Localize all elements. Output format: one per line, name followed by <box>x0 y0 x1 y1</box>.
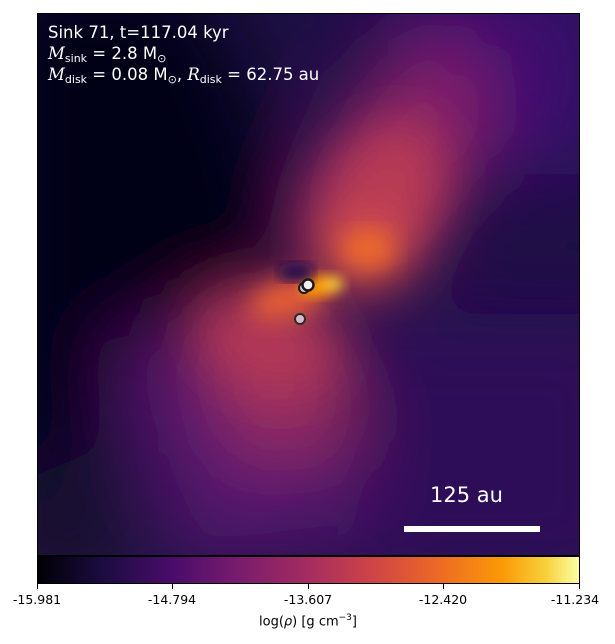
colorbar-tick <box>37 584 38 589</box>
colorbar-tick <box>172 584 173 589</box>
sink-particle-marker <box>301 278 315 292</box>
colorbar-tick-label: -11.234 <box>550 592 600 607</box>
sink-time-label: Sink 71, t=117.04 kyr <box>48 23 229 42</box>
sink-particle-marker <box>294 313 306 325</box>
colorbar-tick <box>443 584 444 589</box>
colorbar-tick-label: -12.420 <box>418 592 468 607</box>
colorbar-label: log(ρ) [g cm−3] <box>259 613 357 630</box>
scale-bar <box>404 526 540 532</box>
colorbar-tick-label: -15.981 <box>12 592 62 607</box>
colorbar-tick <box>308 584 309 589</box>
colorbar-tick-label: -13.607 <box>283 592 333 607</box>
scale-bar-label: 125 au <box>430 483 503 507</box>
sink-mass-label: Msink = 2.8 M⊙ <box>48 44 167 65</box>
density-field <box>38 14 579 555</box>
colorbar-tick-label: -14.794 <box>147 592 197 607</box>
colorbar <box>37 556 580 584</box>
density-map-panel: Sink 71, t=117.04 kyr Msink = 2.8 M⊙ Mdi… <box>37 13 580 556</box>
colorbar-tick <box>579 584 580 589</box>
disk-properties-label: Mdisk = 0.08 M⊙, Rdisk = 62.75 au <box>48 65 320 86</box>
